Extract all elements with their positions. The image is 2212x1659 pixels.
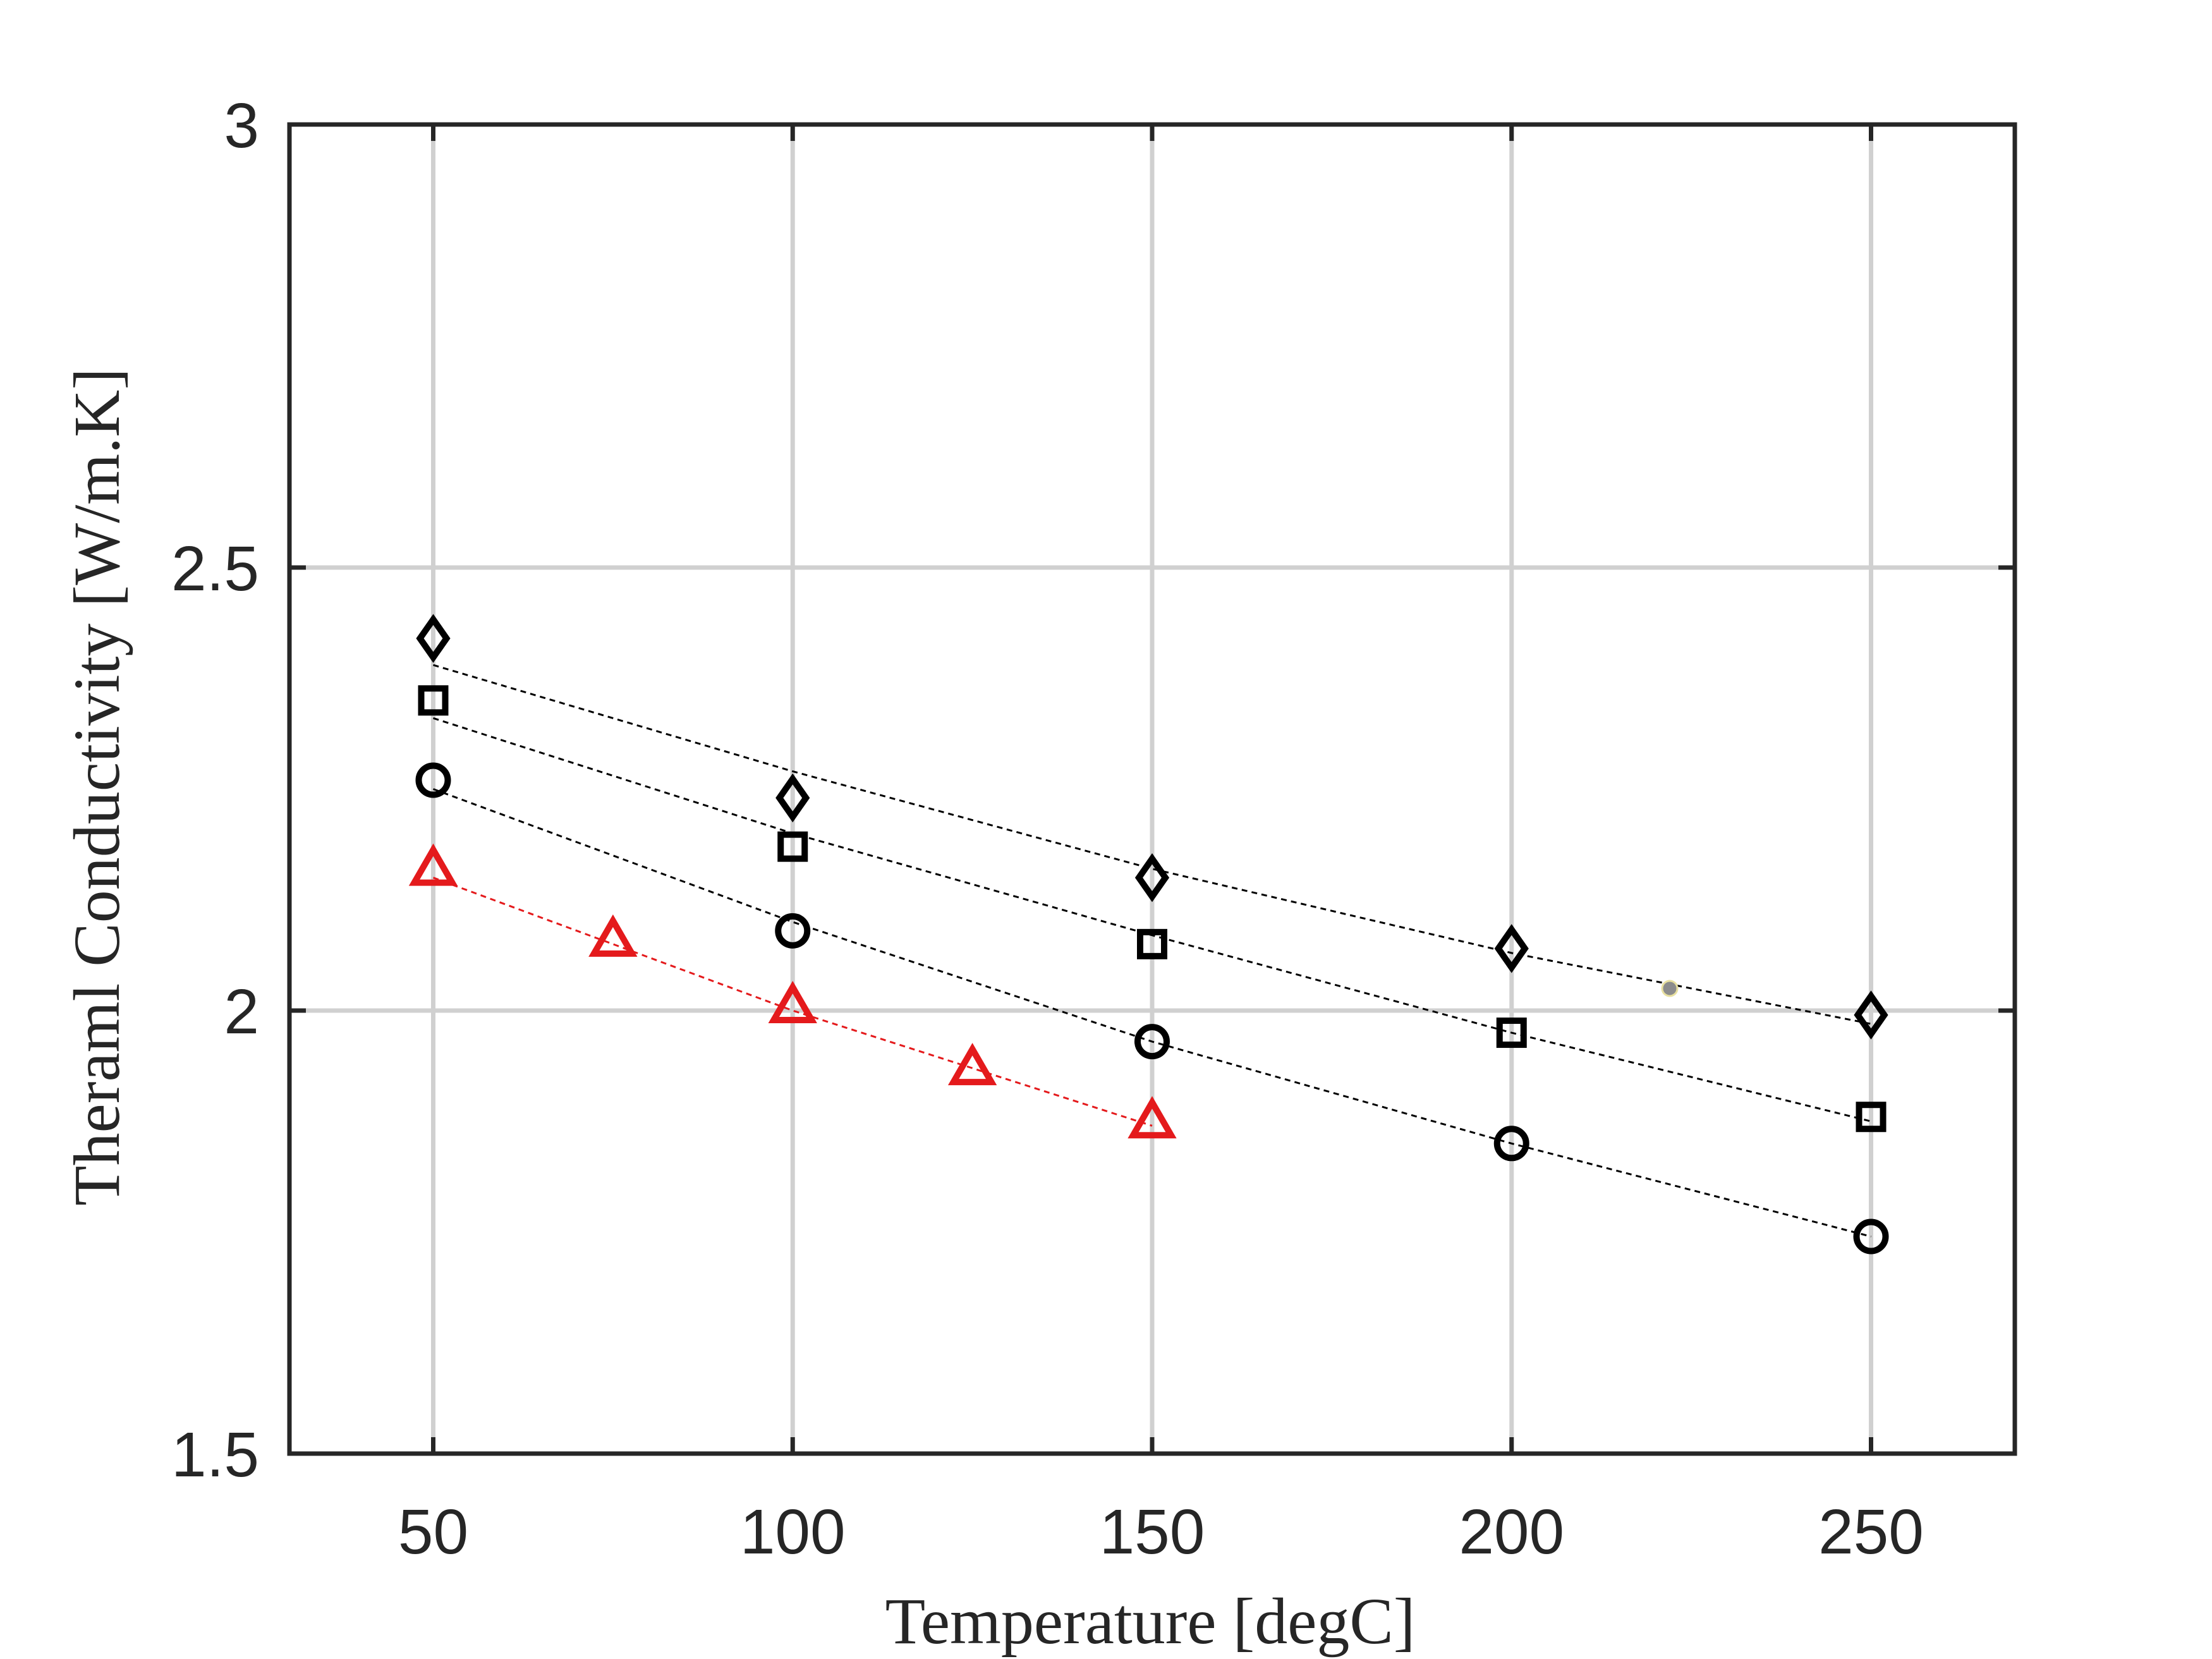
data-point xyxy=(775,913,811,949)
data-point xyxy=(1854,990,1888,1040)
axis-ticks xyxy=(289,122,2015,1456)
y-tick-label: 1.5 xyxy=(171,1419,259,1490)
data-point xyxy=(1493,1126,1529,1162)
data-point xyxy=(1853,1218,1889,1255)
data-point xyxy=(1496,1018,1527,1048)
trend-line xyxy=(433,664,1871,1025)
x-axis-label: Temperature [degC] xyxy=(885,1585,1416,1658)
data-point xyxy=(1856,1102,1887,1133)
y-axis-label: Theraml Conductivity [W/m.K] xyxy=(61,368,133,1206)
highlight-dot xyxy=(1661,980,1679,997)
data-point xyxy=(1127,1096,1177,1139)
data-markers xyxy=(408,614,1889,1255)
data-point xyxy=(1134,1024,1170,1060)
x-tick-labels: 50 100 150 200 250 xyxy=(398,1497,1924,1567)
x-tick-label: 50 xyxy=(398,1497,468,1567)
y-tick-label: 2.5 xyxy=(171,533,259,604)
data-point xyxy=(416,614,451,663)
trend-line xyxy=(432,788,1871,1237)
y-tick-label: 3 xyxy=(224,90,259,161)
x-tick-label: 150 xyxy=(1100,1497,1205,1567)
y-tick-label: 2 xyxy=(224,976,259,1047)
data-point xyxy=(768,980,817,1023)
data-point xyxy=(418,685,449,716)
data-point xyxy=(777,831,808,862)
data-point xyxy=(588,914,638,957)
y-tick-labels: 1.5 2 2.5 3 xyxy=(171,90,259,1490)
data-point xyxy=(408,843,458,886)
data-point xyxy=(1137,928,1167,959)
data-point xyxy=(415,762,451,798)
data-point xyxy=(947,1043,997,1086)
x-tick-label: 100 xyxy=(740,1497,846,1567)
data-point xyxy=(1494,924,1529,973)
x-tick-label: 250 xyxy=(1818,1497,1924,1567)
data-point xyxy=(1134,853,1170,902)
x-tick-label: 200 xyxy=(1459,1497,1564,1567)
data-point xyxy=(775,773,810,823)
